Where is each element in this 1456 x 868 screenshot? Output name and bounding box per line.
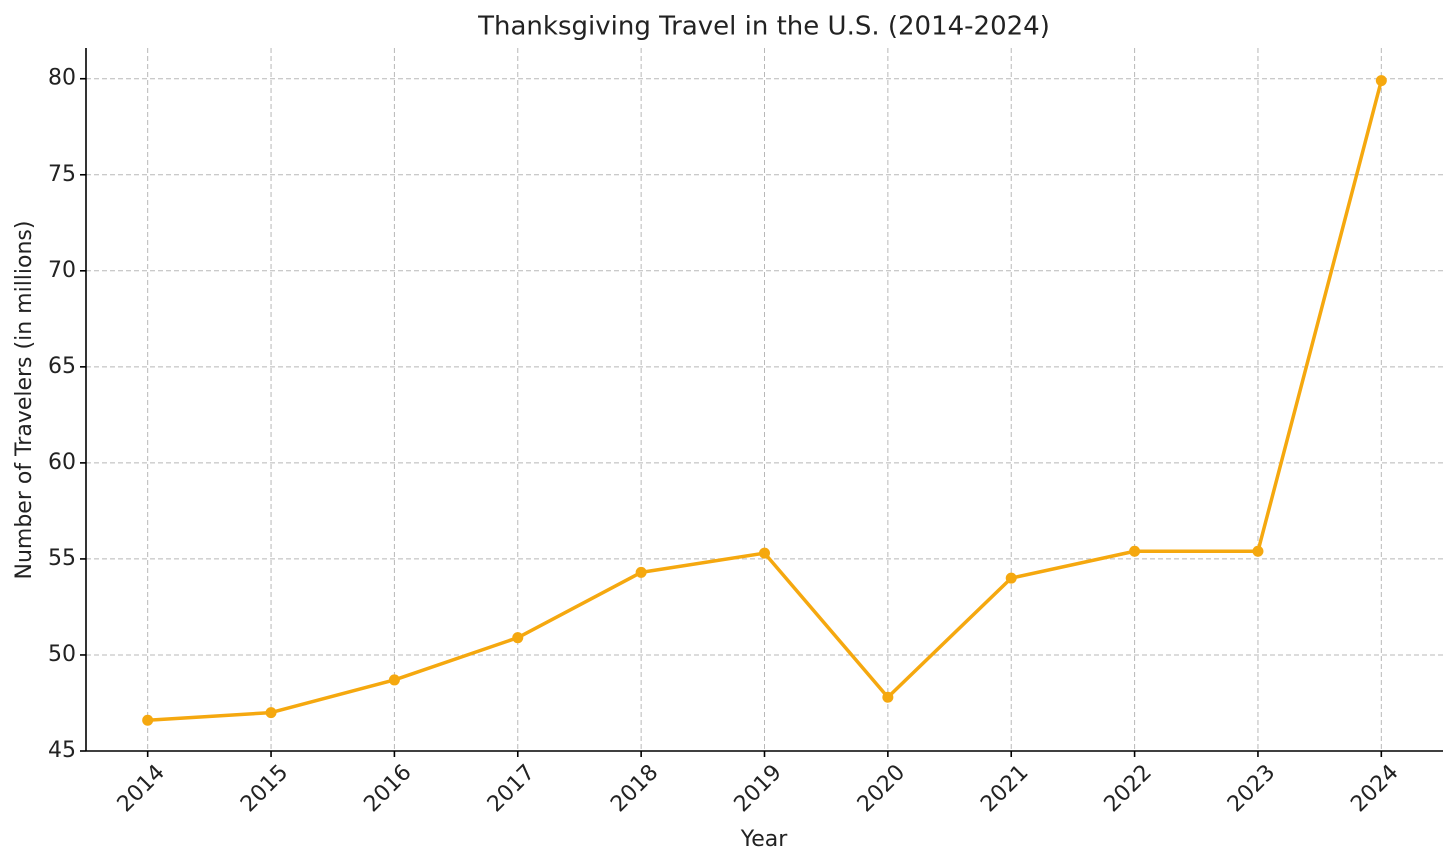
x-tick-label: 2022 bbox=[1100, 760, 1157, 817]
y-tick-label: 55 bbox=[48, 546, 76, 571]
y-tick-label: 60 bbox=[48, 450, 76, 475]
x-tick-label: 2020 bbox=[853, 760, 910, 817]
x-axis-label: Year bbox=[740, 827, 789, 852]
x-tick-label: 2017 bbox=[483, 760, 540, 817]
x-tick-label: 2014 bbox=[113, 760, 170, 817]
data-point bbox=[1252, 545, 1264, 557]
y-axis-label: Number of Travelers (in millions) bbox=[12, 221, 37, 580]
x-tick-label: 2023 bbox=[1223, 760, 1280, 817]
data-point bbox=[759, 547, 770, 559]
data-point bbox=[1129, 545, 1141, 557]
data-point bbox=[142, 714, 154, 726]
x-tick-label: 2016 bbox=[359, 760, 416, 817]
data-point bbox=[1005, 572, 1017, 584]
x-tick-label: 2018 bbox=[606, 760, 663, 817]
x-tick-label: 2021 bbox=[976, 760, 1033, 817]
data-point bbox=[265, 707, 277, 719]
x-tick-label: 2019 bbox=[730, 760, 787, 817]
chart-title: Thanksgiving Travel in the U.S. (2014-20… bbox=[477, 12, 1050, 42]
data-point bbox=[882, 691, 894, 703]
data-point bbox=[635, 566, 647, 578]
y-tick-label: 70 bbox=[48, 258, 76, 283]
data-point bbox=[1375, 75, 1387, 87]
x-tick-label: 2024 bbox=[1346, 760, 1403, 817]
y-tick-label: 50 bbox=[48, 642, 76, 667]
data-point bbox=[512, 632, 524, 644]
y-tick-label: 75 bbox=[48, 162, 76, 187]
x-tick-label: 2015 bbox=[236, 760, 293, 817]
y-tick-label: 45 bbox=[48, 738, 76, 763]
y-tick-label: 80 bbox=[48, 66, 76, 91]
y-tick-label: 65 bbox=[48, 354, 76, 379]
data-point bbox=[388, 674, 400, 686]
